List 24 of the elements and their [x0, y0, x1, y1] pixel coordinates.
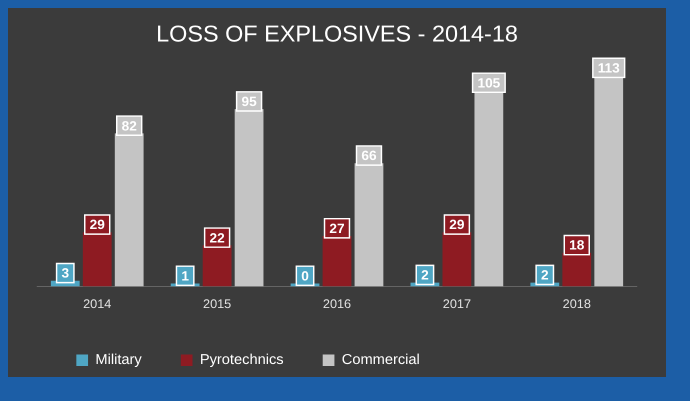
chart-title: LOSS OF EXPLOSIVES - 2014-18 [156, 20, 518, 47]
legend-label: Military [95, 352, 142, 368]
data-label: 0 [301, 268, 309, 284]
data-label: 1 [181, 268, 190, 284]
x-tick-label: 2015 [203, 296, 232, 311]
data-label: 113 [598, 60, 620, 76]
legend-label: Pyrotechnics [200, 352, 284, 368]
data-label: 95 [241, 94, 258, 110]
data-label: 18 [569, 238, 585, 253]
data-label: 105 [477, 76, 501, 90]
x-tick-label: 2018 [562, 296, 591, 311]
data-label: 82 [122, 118, 137, 134]
data-label: 29 [449, 217, 465, 232]
data-label: 2 [421, 268, 429, 283]
data-label: 3 [61, 266, 70, 281]
x-tick-label: 2016 [322, 296, 352, 311]
data-label: 29 [90, 217, 106, 232]
x-tick-label: 2017 [442, 296, 471, 311]
data-label: 27 [329, 221, 345, 236]
data-label: 22 [210, 230, 225, 246]
legend-label: Commercial [342, 352, 420, 368]
data-label: 66 [361, 148, 378, 164]
x-tick-label: 2014 [83, 296, 112, 311]
data-label: 2 [541, 268, 549, 283]
